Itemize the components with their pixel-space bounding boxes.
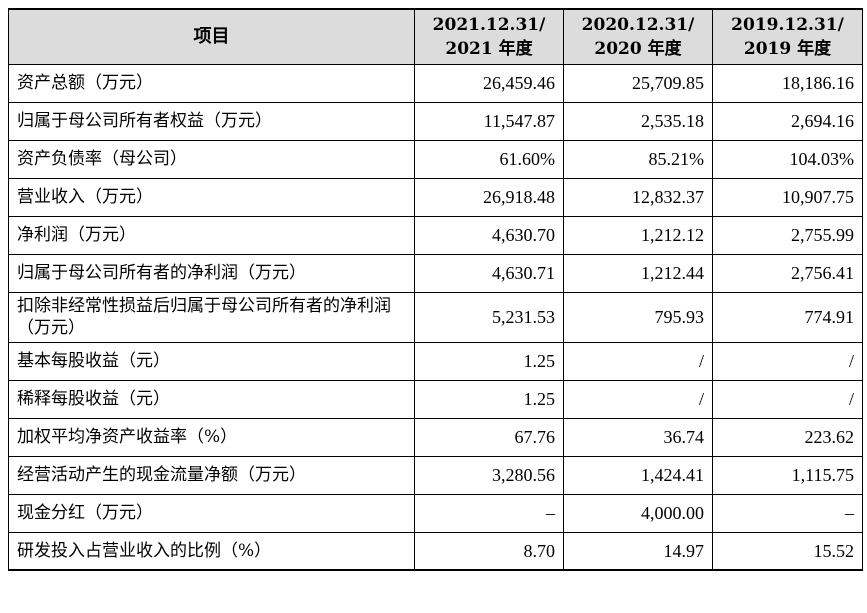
row-label: 净利润（万元） [8, 215, 415, 255]
cell-2019: 1,115.75 [712, 455, 863, 495]
cell-2019: 10,907.75 [712, 177, 863, 217]
cell-2019: 223.62 [712, 417, 863, 457]
cell-2021: 61.60% [414, 139, 564, 179]
table-row: 资产总额（万元） 26,459.46 25,709.85 18,186.16 [8, 63, 863, 103]
table-row: 净利润（万元） 4,630.70 1,212.12 2,755.99 [8, 215, 863, 255]
cell-2019: 104.03% [712, 139, 863, 179]
header-2019: 2019.12.31/ 2019 年度 [712, 8, 863, 65]
row-label: 经营活动产生的现金流量净额（万元） [8, 455, 415, 495]
header-2020-year: 2020 年度 [594, 38, 682, 59]
row-label: 资产总额（万元） [8, 63, 415, 103]
row-label: 归属于母公司所有者权益（万元） [8, 101, 415, 141]
table-row: 加权平均净资产收益率（%） 67.76 36.74 223.62 [8, 417, 863, 457]
header-2021: 2021.12.31/ 2021 年度 [414, 8, 564, 65]
cell-2020: 36.74 [563, 417, 713, 457]
cell-2020: / [563, 341, 713, 381]
financial-summary-table: 项目 2021.12.31/ 2021 年度 2020.12.31/ 2020 … [8, 8, 863, 571]
header-2021-year: 2021 年度 [445, 38, 533, 59]
cell-2021: 1.25 [414, 341, 564, 381]
table-row: 现金分红（万元） – 4,000.00 – [8, 493, 863, 533]
cell-2020: 14.97 [563, 531, 713, 571]
header-2020-date: 2020.12.31/ [581, 14, 695, 35]
row-label: 稀释每股收益（元） [8, 379, 415, 419]
cell-2021: 4,630.70 [414, 215, 564, 255]
cell-2021: 4,630.71 [414, 253, 564, 293]
cell-2020: 1,424.41 [563, 455, 713, 495]
cell-2020: 1,212.12 [563, 215, 713, 255]
cell-2021: 8.70 [414, 531, 564, 571]
cell-2019: 2,694.16 [712, 101, 863, 141]
table-header-row: 项目 2021.12.31/ 2021 年度 2020.12.31/ 2020 … [8, 8, 863, 65]
cell-2019: 18,186.16 [712, 63, 863, 103]
cell-2021: 5,231.53 [414, 291, 564, 343]
cell-2019: 15.52 [712, 531, 863, 571]
row-label: 营业收入（万元） [8, 177, 415, 217]
cell-2021: 11,547.87 [414, 101, 564, 141]
cell-2019: / [712, 341, 863, 381]
header-2019-date: 2019.12.31/ [731, 14, 844, 35]
cell-2020: 2,535.18 [563, 101, 713, 141]
cell-2019: 774.91 [712, 291, 863, 343]
table-row: 稀释每股收益（元） 1.25 / / [8, 379, 863, 419]
header-2021-date: 2021.12.31/ [432, 14, 546, 35]
header-item: 项目 [8, 8, 415, 65]
table-row: 归属于母公司所有者的净利润（万元） 4,630.71 1,212.44 2,75… [8, 253, 863, 293]
cell-2020: 795.93 [563, 291, 713, 343]
cell-2021: 26,459.46 [414, 63, 564, 103]
cell-2020: 12,832.37 [563, 177, 713, 217]
table-row: 扣除非经常性损益后归属于母公司所有者的净利润（万元） 5,231.53 795.… [8, 291, 863, 343]
row-label: 扣除非经常性损益后归属于母公司所有者的净利润（万元） [8, 291, 415, 343]
cell-2021: 1.25 [414, 379, 564, 419]
cell-2021: 67.76 [414, 417, 564, 457]
table-row: 资产负债率（母公司） 61.60% 85.21% 104.03% [8, 139, 863, 179]
row-label: 现金分红（万元） [8, 493, 415, 533]
row-label: 研发投入占营业收入的比例（%） [8, 531, 415, 571]
cell-2020: 4,000.00 [563, 493, 713, 533]
row-label: 基本每股收益（元） [8, 341, 415, 381]
table-row: 研发投入占营业收入的比例（%） 8.70 14.97 15.52 [8, 531, 863, 571]
cell-2020: 1,212.44 [563, 253, 713, 293]
header-2020: 2020.12.31/ 2020 年度 [563, 8, 713, 65]
row-label: 资产负债率（母公司） [8, 139, 415, 179]
financial-summary-table-wrapper: 项目 2021.12.31/ 2021 年度 2020.12.31/ 2020 … [8, 8, 863, 571]
cell-2019: 2,755.99 [712, 215, 863, 255]
table-row: 基本每股收益（元） 1.25 / / [8, 341, 863, 381]
table-row: 营业收入（万元） 26,918.48 12,832.37 10,907.75 [8, 177, 863, 217]
table-row: 经营活动产生的现金流量净额（万元） 3,280.56 1,424.41 1,11… [8, 455, 863, 495]
header-2019-year: 2019 年度 [743, 38, 832, 59]
cell-2019: / [712, 379, 863, 419]
cell-2021: 3,280.56 [414, 455, 564, 495]
row-label: 归属于母公司所有者的净利润（万元） [8, 253, 415, 293]
cell-2019: 2,756.41 [712, 253, 863, 293]
cell-2020: 25,709.85 [563, 63, 713, 103]
cell-2021: 26,918.48 [414, 177, 564, 217]
cell-2020: 85.21% [563, 139, 713, 179]
row-label: 加权平均净资产收益率（%） [8, 417, 415, 457]
cell-2019: – [712, 493, 863, 533]
table-row: 归属于母公司所有者权益（万元） 11,547.87 2,535.18 2,694… [8, 101, 863, 141]
cell-2020: / [563, 379, 713, 419]
cell-2021: – [414, 493, 564, 533]
